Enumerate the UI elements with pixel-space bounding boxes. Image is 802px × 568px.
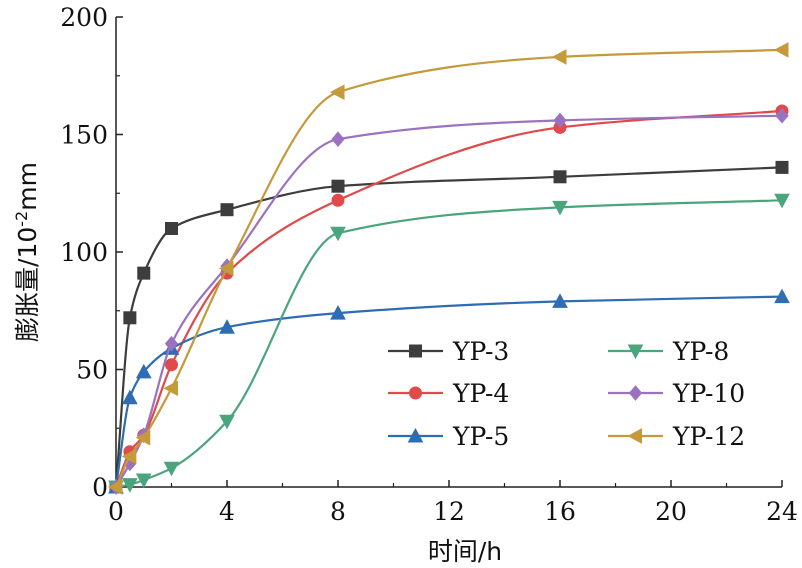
data-point-yp-3 — [331, 179, 345, 193]
data-point-yp-12 — [773, 42, 789, 58]
legend-marker-yp-5 — [407, 427, 424, 443]
data-point-yp-3 — [775, 160, 789, 174]
data-point-yp-12 — [163, 380, 178, 397]
data-point-yp-8 — [122, 478, 138, 493]
x-tick-label: 16 — [544, 497, 576, 526]
data-point-yp-5 — [330, 305, 346, 320]
series-yp-12 — [107, 42, 789, 495]
legend-entry-yp-3: YP-3 — [388, 337, 509, 366]
legend-marker-yp-3 — [409, 344, 422, 358]
y-tick-label: 0 — [92, 473, 108, 502]
legend-label-yp-4: YP-4 — [452, 379, 509, 408]
legend-label-yp-5: YP-5 — [452, 422, 509, 451]
data-point-yp-8 — [774, 193, 790, 209]
legend-label-yp-8: YP-8 — [672, 337, 729, 366]
data-point-yp-12 — [121, 448, 137, 465]
legend-label-yp-10: YP-10 — [672, 379, 745, 408]
legend-label-yp-12: YP-12 — [672, 422, 745, 451]
series-line-yp-5 — [114, 295, 783, 488]
y-tick-label: 200 — [60, 3, 108, 32]
data-point-yp-8 — [135, 473, 152, 489]
y-tick-label: 100 — [60, 238, 108, 267]
data-point-yp-12 — [135, 429, 151, 446]
data-point-yp-5 — [552, 293, 568, 308]
data-point-yp-8 — [552, 200, 568, 216]
y-axis-title: 膨胀量/10-2mm — [12, 162, 42, 342]
y-tick-label: 150 — [60, 121, 108, 150]
data-point-yp-3 — [165, 222, 178, 235]
legend-marker-yp-10 — [628, 385, 643, 401]
data-point-yp-8 — [163, 461, 180, 477]
data-point-yp-10 — [164, 335, 179, 352]
data-point-yp-8 — [219, 414, 235, 430]
series-line-yp-8 — [115, 199, 783, 489]
x-tick-label: 20 — [655, 497, 687, 526]
legend-entry-yp-4: YP-4 — [388, 379, 509, 408]
y-axis-title-main: 膨胀量/10 — [13, 227, 42, 342]
x-tick-label: 24 — [766, 497, 798, 526]
x-tick-label: 12 — [433, 497, 465, 526]
data-point-yp-5 — [135, 363, 152, 379]
data-point-yp-3 — [553, 170, 567, 184]
data-point-yp-12 — [551, 49, 567, 65]
x-tick-label: 8 — [330, 497, 346, 526]
data-point-yp-12 — [329, 84, 345, 101]
legend-marker-yp-4 — [409, 386, 422, 400]
legend-entry-yp-8: YP-8 — [608, 337, 729, 366]
data-point-yp-3 — [220, 203, 234, 217]
data-point-yp-5 — [219, 319, 235, 334]
data-point-yp-4 — [165, 358, 178, 372]
y-axis-title-sup: -2 — [12, 211, 31, 227]
y-tick-label: 50 — [76, 356, 108, 385]
series-line-yp-4 — [114, 109, 783, 488]
data-point-yp-10 — [331, 131, 345, 147]
data-point-yp-8 — [330, 226, 346, 242]
series-group — [107, 42, 790, 496]
legend-entry-yp-12: YP-12 — [608, 422, 745, 451]
data-point-yp-12 — [218, 260, 234, 277]
data-point-yp-10 — [553, 112, 567, 129]
y-axis-title-unit: mm — [13, 162, 42, 211]
data-point-yp-3 — [123, 311, 137, 325]
x-tick-label: 4 — [219, 497, 235, 526]
data-point-yp-12 — [107, 479, 123, 495]
x-tick-label: 0 — [108, 497, 124, 526]
data-point-yp-5 — [122, 389, 138, 405]
data-point-yp-10 — [775, 107, 789, 124]
data-point-yp-4 — [331, 193, 345, 207]
legend-label-yp-3: YP-3 — [452, 337, 509, 366]
series-yp-10 — [109, 107, 789, 495]
axes: 0 4 8 12 16 20 24 0 50 100 150 200 — [60, 3, 798, 526]
data-point-yp-3 — [137, 266, 151, 280]
legend-marker-yp-8 — [627, 344, 644, 360]
legend: YP-3 YP-4 YP-5 YP-8 YP-10 YP-12 — [388, 337, 745, 451]
x-axis-title: 时间/h — [428, 537, 502, 566]
data-point-yp-5 — [774, 288, 790, 304]
legend-entry-yp-5: YP-5 — [388, 422, 509, 451]
legend-marker-yp-12 — [627, 428, 642, 444]
legend-entry-yp-10: YP-10 — [608, 379, 745, 408]
